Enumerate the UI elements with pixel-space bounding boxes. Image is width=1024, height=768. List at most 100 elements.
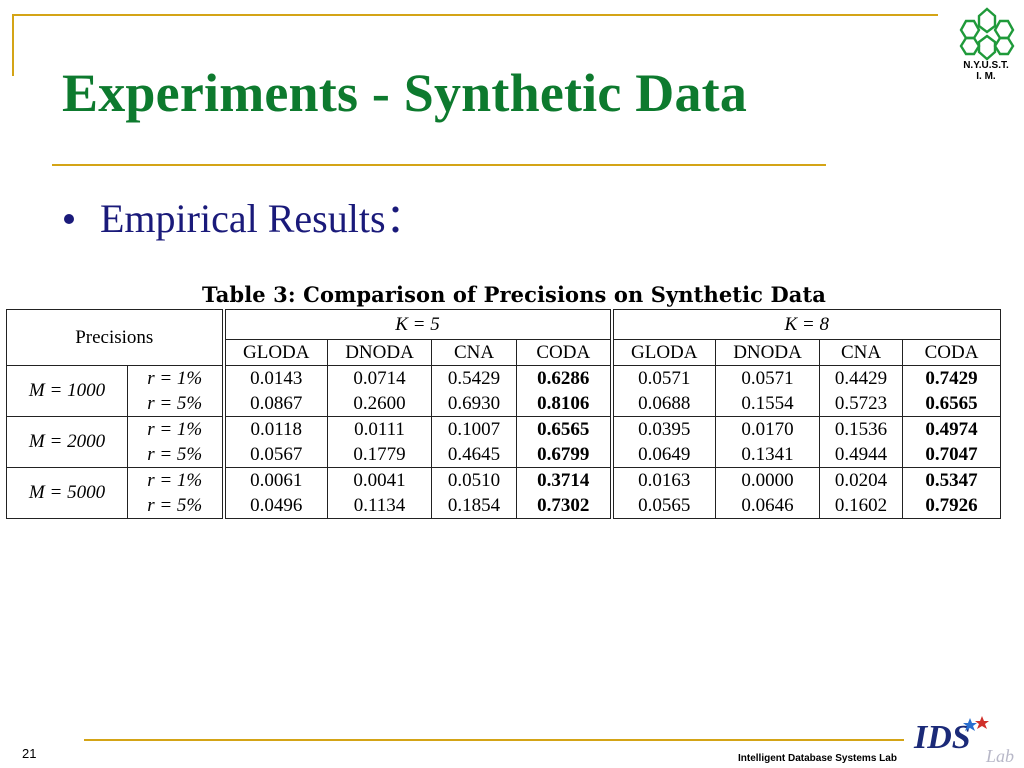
value-cell: 0.0204 0.1602: [819, 467, 903, 519]
column-header: DNODA: [327, 339, 432, 366]
logo-caption-line2: I. M.: [976, 71, 996, 82]
table-caption: Table 3: Comparison of Precisions on Syn…: [202, 282, 827, 307]
best-value: 0.7926: [925, 495, 978, 516]
value: 0.0041: [353, 470, 406, 491]
value: 0.0163: [638, 470, 691, 491]
value-cell: 0.1536 0.4944: [819, 416, 903, 468]
best-value: 0.7429: [925, 368, 978, 389]
table-row: M = 5000 r = 1% r = 5% 0.0061 0.0496 0.0041 0.…: [6, 467, 1001, 519]
row-r-labels: r = 1% r = 5%: [127, 467, 226, 519]
title-underline: [52, 164, 826, 166]
best-value: 0.6565: [925, 393, 978, 414]
group-header-k8: K = 8: [609, 309, 1001, 340]
ids-lab-logo-icon: IDS Lab: [913, 716, 1014, 766]
value-cell: 0.0170 0.1341: [715, 416, 820, 468]
group-header-k5: K = 5: [223, 309, 612, 340]
value: 0.0061: [250, 470, 303, 491]
page-number: 21: [22, 746, 37, 761]
value: 0.0204: [834, 470, 888, 491]
value: 0.0000: [741, 470, 794, 491]
value-cell: 0.0000 0.0646: [715, 467, 820, 519]
value: 0.1536: [834, 419, 888, 440]
value-cell: 0.0061 0.0496: [223, 467, 328, 519]
best-value: 0.7047: [925, 444, 978, 465]
column-header: DNODA: [715, 339, 820, 366]
best-value: 0.6286: [537, 368, 590, 389]
value: 0.1554: [741, 393, 794, 414]
value-cell: 0.0714 0.2600: [327, 365, 432, 417]
value-cell: 0.5429 0.6930: [431, 365, 517, 417]
value: 0.4645: [447, 444, 501, 465]
best-value: 0.5347: [925, 470, 978, 491]
r-label: r = 1%: [147, 419, 203, 440]
row-m-label: M = 1000: [6, 365, 128, 417]
value: 0.6930: [447, 393, 501, 414]
column-header: CODA: [516, 339, 612, 366]
value: 0.0395: [638, 419, 691, 440]
row-r-labels: r = 1% r = 5%: [127, 416, 226, 468]
value: 0.0646: [741, 495, 794, 516]
value-cell: 0.3714 0.7302: [516, 467, 612, 519]
value: 0.1779: [353, 444, 406, 465]
row-r-labels: r = 1% r = 5%: [127, 365, 226, 417]
value: 0.1007: [447, 419, 501, 440]
value-cell: 0.7429 0.6565: [902, 365, 1001, 417]
value-cell: 0.0143 0.0867: [223, 365, 328, 417]
value: 0.2600: [353, 393, 406, 414]
top-frame-line: [12, 14, 938, 16]
row-m-label: M = 5000: [6, 467, 128, 519]
value-cell: 0.0510 0.1854: [431, 467, 517, 519]
column-header: GLODA: [223, 339, 328, 366]
best-value: 0.8106: [537, 393, 590, 414]
r-label: r = 1%: [147, 368, 203, 389]
column-header: CNA: [431, 339, 517, 366]
column-header: CODA: [902, 339, 1001, 366]
value-cell: 0.6565 0.6799: [516, 416, 612, 468]
value: 0.0571: [741, 368, 794, 389]
ids-logo-sub: Lab: [985, 746, 1014, 766]
column-header: CNA: [819, 339, 903, 366]
bullet-item: Empirical Results：: [64, 186, 426, 244]
best-value: 0.3714: [537, 470, 590, 491]
footer-lab-name: Intelligent Database Systems Lab: [738, 753, 897, 764]
value: 0.0567: [250, 444, 303, 465]
value: 0.5723: [834, 393, 888, 414]
university-logo-icon: [959, 7, 1015, 61]
value: 0.0510: [447, 470, 501, 491]
value-cell: 0.4429 0.5723: [819, 365, 903, 417]
value: 0.4944: [834, 444, 888, 465]
row-m-label: M = 2000: [6, 416, 128, 468]
left-frame-line: [12, 14, 14, 76]
value-cell: 0.0571 0.1554: [715, 365, 820, 417]
logo-caption-line1: N.Y.U.S.T.: [963, 60, 1009, 71]
value: 0.0688: [638, 393, 691, 414]
value: 0.1602: [834, 495, 888, 516]
value-cell: 0.0163 0.0565: [609, 467, 716, 519]
value-cell: 0.0111 0.1779: [327, 416, 432, 468]
best-value: 0.6799: [537, 444, 590, 465]
value: 0.1134: [353, 495, 406, 516]
best-value: 0.7302: [537, 495, 590, 516]
corner-label: Precisions: [6, 309, 226, 366]
value: 0.1341: [741, 444, 794, 465]
r-label: r = 1%: [147, 470, 203, 491]
bullet-dot-icon: [64, 213, 74, 224]
bottom-frame-line: [84, 739, 904, 741]
value: 0.0714: [353, 368, 406, 389]
r-label: r = 5%: [147, 393, 203, 414]
value: 0.0867: [250, 393, 303, 414]
value-cell: 0.5347 0.7926: [902, 467, 1001, 519]
slide-title: Experiments - Synthetic Data: [62, 63, 748, 123]
precision-table: Precisions K = 5 K = 8 GLODA DNODA CNA C…: [6, 309, 1001, 519]
best-value: 0.4974: [925, 419, 978, 440]
value: 0.0571: [638, 368, 691, 389]
value: 0.0565: [638, 495, 691, 516]
value-cell: 0.0041 0.1134: [327, 467, 432, 519]
r-label: r = 5%: [147, 495, 203, 516]
value-cell: 0.4974 0.7047: [902, 416, 1001, 468]
column-header: GLODA: [609, 339, 716, 366]
bullet-text: Empirical Results：: [100, 196, 426, 241]
value: 0.0118: [250, 419, 303, 440]
value: 0.1854: [447, 495, 501, 516]
value-cell: 0.1007 0.4645: [431, 416, 517, 468]
